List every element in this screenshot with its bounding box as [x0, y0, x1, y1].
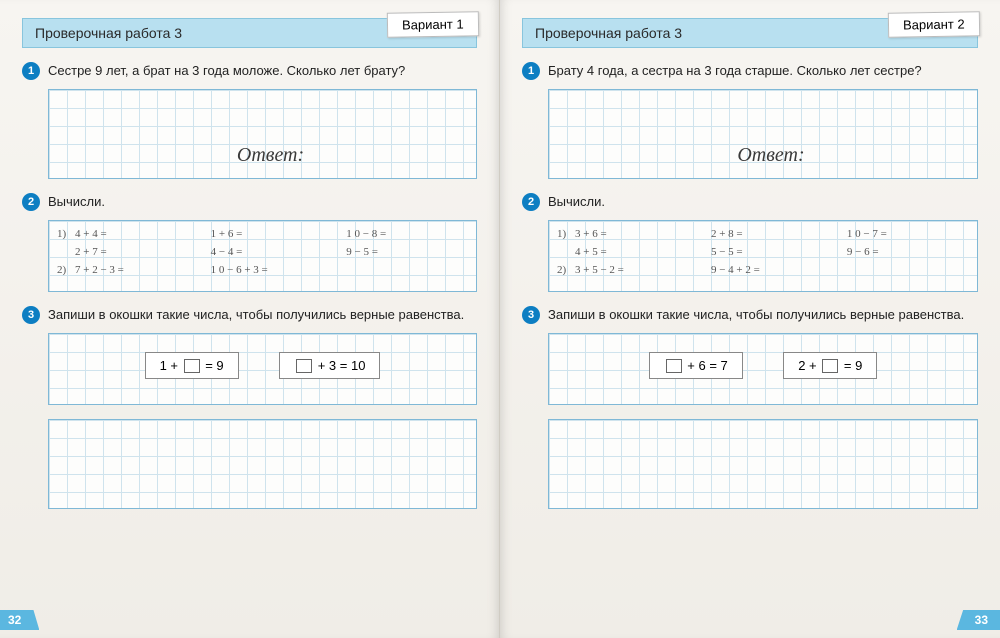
calc-cell: 0)9 − 6 =: [829, 246, 965, 258]
task-prompt: Брату 4 года, а сестра на 3 года старше.…: [548, 63, 922, 78]
calc-cell: 0)1 0 − 8 =: [328, 228, 464, 240]
calc-row: 2)7 + 2 − 3 =0)1 0 − 6 + 3 =0): [57, 261, 468, 279]
equation-1: 1 + = 9: [145, 352, 239, 380]
calc-cell: 2)3 + 5 − 2 =: [557, 264, 693, 276]
task-prompt: Вычисли.: [48, 194, 105, 209]
calc-cell: 0)9 − 5 =: [328, 246, 464, 258]
calc-cell: 0)1 0 − 6 + 3 =: [193, 264, 329, 276]
calc-cell: 0): [829, 264, 965, 276]
calc-cell: 0)4 − 4 =: [193, 246, 329, 258]
task-text: 1 Брату 4 года, а сестра на 3 года старш…: [522, 62, 978, 81]
task-number-badge: 2: [22, 193, 40, 211]
task-prompt: Запиши в окошки такие числа, чтобы получ…: [548, 307, 964, 322]
calc-row: 1)3 + 6 =0)2 + 8 =0)1 0 − 7 =: [557, 225, 969, 243]
task-1: 1 Сестре 9 лет, а брат на 3 года моложе.…: [22, 62, 477, 179]
blank-box: [184, 359, 200, 373]
variant-label: Вариант 1: [387, 11, 479, 38]
calc-cell: 2)7 + 2 − 3 =: [57, 264, 193, 276]
calc-row: 2)3 + 5 − 2 =0)9 − 4 + 2 =0): [557, 261, 969, 279]
blank-box: [666, 359, 682, 373]
calc-row: 1)4 + 4 =0)1 + 6 =0)1 0 − 8 =: [57, 225, 468, 243]
header-title: Проверочная работа 3: [35, 25, 182, 41]
calc-cell: 0)5 − 5 =: [693, 246, 829, 258]
answer-grid: Ответ:: [548, 89, 978, 179]
calc-cell: 1)3 + 6 =: [557, 228, 693, 240]
calc-cell: 0)2 + 8 =: [693, 228, 829, 240]
task-text: 1 Сестре 9 лет, а брат на 3 года моложе.…: [22, 62, 477, 81]
task-text: 3 Запиши в окошки такие числа, чтобы пол…: [22, 306, 477, 325]
calc-grid-right: 1)3 + 6 =0)2 + 8 =0)1 0 − 7 =0)4 + 5 =0)…: [548, 220, 978, 292]
calc-cell: 0)1 0 − 7 =: [829, 228, 965, 240]
calc-row: 0)2 + 7 =0)4 − 4 =0)9 − 5 =: [57, 243, 468, 261]
equation-1: + 6 = 7: [649, 352, 743, 380]
task-number-badge: 3: [522, 306, 540, 324]
task-1: 1 Брату 4 года, а сестра на 3 года старш…: [522, 62, 978, 179]
task-number-badge: 1: [22, 62, 40, 80]
task-prompt: Запиши в окошки такие числа, чтобы получ…: [48, 307, 464, 322]
equation-grid: + 6 = 7 2 + = 9: [548, 333, 978, 405]
page-number: 33: [957, 610, 1000, 630]
answer-label: Ответ:: [737, 144, 804, 167]
variant-label: Вариант 2: [888, 11, 980, 38]
calc-cell: 0)1 + 6 =: [193, 228, 329, 240]
task-number-badge: 3: [22, 306, 40, 324]
page-left: Проверочная работа 3 Вариант 1 1 Сестре …: [0, 0, 500, 638]
page-right: Проверочная работа 3 Вариант 2 1 Брату 4…: [500, 0, 1000, 638]
calc-cell: 0)9 − 4 + 2 =: [693, 264, 829, 276]
calc-cell: 0): [328, 264, 464, 276]
task-3: 3 Запиши в окошки такие числа, чтобы пол…: [22, 306, 477, 405]
answer-grid: Ответ:: [48, 89, 477, 179]
extra-grid: [548, 419, 978, 509]
calc-cell: 0)2 + 7 =: [57, 246, 193, 258]
task-prompt: Сестре 9 лет, а брат на 3 года моложе. С…: [48, 63, 405, 78]
task-text: 3 Запиши в окошки такие числа, чтобы пол…: [522, 306, 978, 325]
blank-box: [296, 359, 312, 373]
equation-grid: 1 + = 9 + 3 = 10: [48, 333, 477, 405]
calc-cell: 1)4 + 4 =: [57, 228, 193, 240]
task-text: 2 Вычисли.: [22, 193, 477, 212]
task-number-badge: 1: [522, 62, 540, 80]
answer-label: Ответ:: [237, 144, 304, 167]
equation-2: 2 + = 9: [783, 352, 877, 380]
equation-2: + 3 = 10: [279, 352, 380, 380]
task-prompt: Вычисли.: [548, 194, 605, 209]
task-text: 2 Вычисли.: [522, 193, 978, 212]
calc-cell: 0)4 + 5 =: [557, 246, 693, 258]
task-number-badge: 2: [522, 193, 540, 211]
workbook-spread: Проверочная работа 3 Вариант 1 1 Сестре …: [0, 0, 1000, 638]
calc-row: 0)4 + 5 =0)5 − 5 =0)9 − 6 =: [557, 243, 969, 261]
header-title: Проверочная работа 3: [535, 25, 682, 41]
task-2: 2 Вычисли. 1)3 + 6 =0)2 + 8 =0)1 0 − 7 =…: [522, 193, 978, 292]
calc-grid-left: 1)4 + 4 =0)1 + 6 =0)1 0 − 8 =0)2 + 7 =0)…: [48, 220, 477, 292]
page-number: 32: [0, 610, 39, 630]
blank-box: [822, 359, 838, 373]
task-2: 2 Вычисли. 1)4 + 4 =0)1 + 6 =0)1 0 − 8 =…: [22, 193, 477, 292]
extra-grid: [48, 419, 477, 509]
task-3: 3 Запиши в окошки такие числа, чтобы пол…: [522, 306, 978, 405]
